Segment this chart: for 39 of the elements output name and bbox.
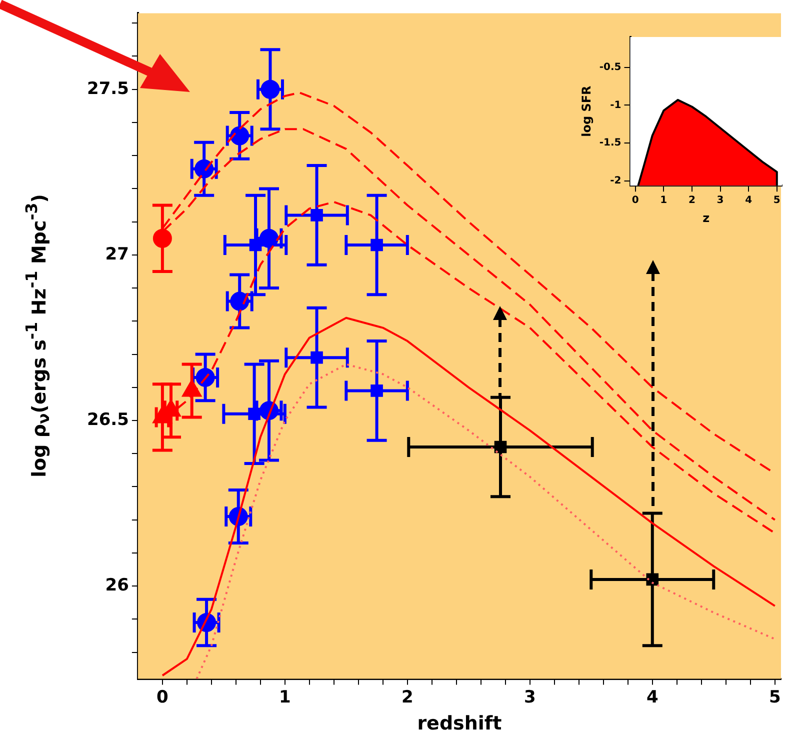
x-tick-label: 4	[745, 195, 752, 206]
point	[260, 80, 280, 99]
y-tick-label: -2	[610, 176, 622, 187]
point	[230, 126, 250, 146]
x-tick-label: 5	[768, 687, 781, 708]
point	[310, 351, 323, 364]
x-tick-label: 0	[632, 195, 639, 206]
point	[249, 238, 262, 252]
x-tick-label: 5	[773, 195, 780, 206]
x-axis-title: z	[702, 210, 710, 225]
point	[370, 384, 383, 397]
y-tick-label: -1	[610, 100, 622, 111]
point	[194, 159, 214, 178]
point	[370, 238, 383, 252]
x-tick-label: 3	[716, 195, 724, 206]
x-tick-label: 1	[660, 195, 668, 206]
point	[248, 408, 260, 420]
point	[152, 228, 172, 248]
point	[310, 209, 323, 222]
point	[230, 292, 250, 311]
y-tick-label: 26	[105, 576, 129, 596]
x-tick-label: 1	[279, 687, 291, 708]
x-tick-label: 3	[524, 687, 536, 708]
y-tick-label: -1.5	[599, 138, 622, 149]
x-tick-label: 2	[401, 687, 414, 708]
y-tick-label: 27.5	[86, 78, 129, 99]
line-series	[196, 363, 776, 679]
y-axis-title: log SFR	[579, 86, 594, 137]
x-axis-title: redshift	[417, 712, 502, 735]
point	[260, 228, 279, 248]
x-tick-label: 2	[688, 195, 696, 206]
y-tick-label: 27	[105, 244, 129, 264]
x-tick-label: 0	[156, 687, 169, 708]
point	[196, 368, 215, 387]
point	[646, 573, 659, 586]
x-tick-label: 4	[646, 687, 658, 708]
y-tick-label: -0.5	[599, 62, 622, 73]
point	[494, 440, 507, 454]
y-tick-label: 26.5	[86, 410, 129, 430]
